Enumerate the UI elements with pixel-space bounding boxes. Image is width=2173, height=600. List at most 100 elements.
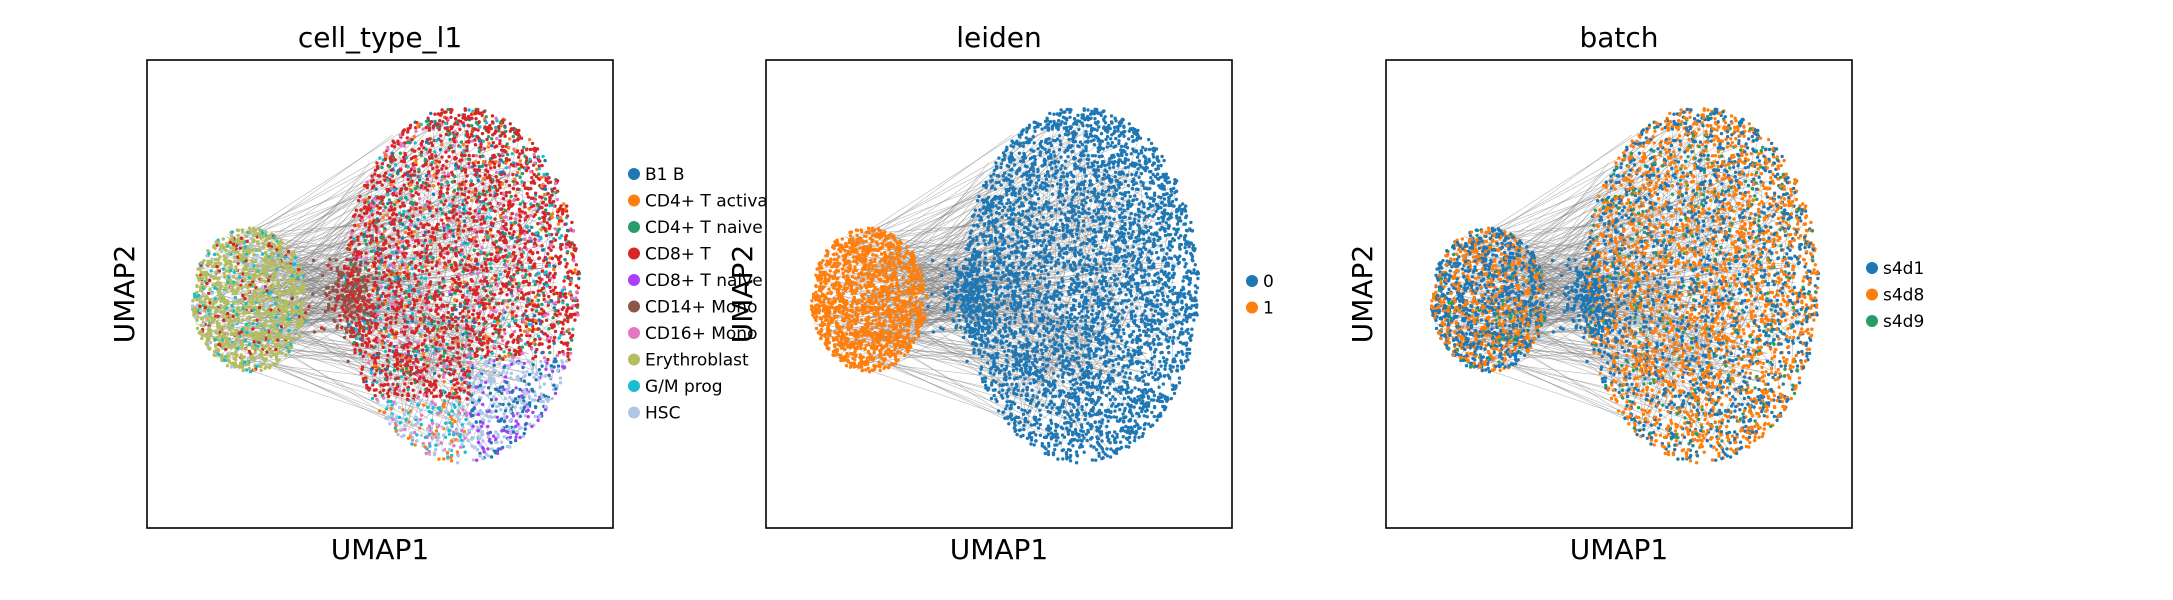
cell-point (425, 379, 429, 383)
cell-point (213, 309, 218, 314)
graph-edge (470, 306, 569, 333)
cell-point (418, 174, 422, 178)
cell-point (428, 357, 432, 361)
cell-point (466, 195, 470, 200)
cell-point (525, 215, 529, 219)
cell-point (378, 317, 383, 321)
cell-point (458, 417, 462, 422)
cell-point (503, 396, 508, 401)
cell-point (503, 375, 508, 379)
cell-point (486, 454, 491, 458)
cell-point (487, 126, 491, 130)
cell-point (227, 345, 231, 349)
cell-point (210, 319, 215, 323)
cell-point (467, 140, 471, 144)
cell-point (454, 388, 458, 392)
cell-point (258, 248, 262, 252)
cell-point (279, 317, 283, 321)
cell-point (283, 328, 287, 333)
cell-point (195, 284, 199, 288)
cell-point (276, 257, 280, 261)
cell-point (444, 132, 448, 136)
cell-point (367, 215, 371, 219)
cell-point (396, 305, 400, 310)
cell-point (424, 174, 429, 178)
cell-point (213, 246, 217, 251)
cell-point (245, 359, 249, 363)
cell-point (222, 336, 226, 340)
cell-point (524, 273, 528, 277)
cell-point (563, 258, 567, 262)
cell-point (544, 233, 549, 238)
cell-point (433, 112, 437, 116)
cell-point (286, 245, 290, 249)
cell-point (276, 323, 280, 327)
cell-point (416, 226, 420, 231)
cell-point (506, 245, 511, 249)
cell-point (561, 327, 565, 331)
cell-point (261, 356, 265, 360)
cell-point (245, 310, 250, 315)
cell-point (198, 285, 203, 289)
cell-point (455, 339, 459, 343)
cell-point (192, 309, 196, 314)
cell-point (299, 288, 303, 293)
cell-point (458, 205, 462, 210)
cell-point (287, 323, 291, 327)
cell-point (306, 295, 310, 299)
cell-point (234, 291, 239, 295)
cell-point (290, 313, 294, 318)
cell-point (481, 215, 485, 219)
cell-point (553, 186, 557, 191)
cell-point (530, 308, 534, 312)
cell-point (376, 241, 380, 246)
cell-point (442, 202, 446, 207)
cell-point (299, 316, 304, 321)
cell-point (205, 311, 209, 315)
cell-point (369, 371, 374, 375)
cell-point (395, 312, 399, 317)
cell-point (397, 301, 401, 306)
cell-point (191, 299, 195, 303)
graph-edge (275, 344, 399, 423)
cell-point (560, 242, 564, 247)
cell-point (254, 228, 258, 232)
cell-point (372, 338, 376, 343)
cell-point (377, 174, 382, 178)
cell-point (287, 336, 291, 340)
cell-point (461, 315, 465, 319)
cell-point (255, 332, 260, 337)
cell-point (389, 205, 393, 209)
cell-point (427, 450, 431, 454)
cell-point (432, 451, 437, 455)
cell-point (287, 328, 291, 333)
cell-point (486, 169, 490, 174)
cell-point (274, 345, 278, 349)
cell-point (386, 391, 390, 396)
cell-point (522, 237, 527, 242)
cell-point (443, 261, 447, 265)
cell-point (518, 219, 522, 223)
cell-point (467, 162, 471, 166)
cell-point (453, 163, 458, 168)
cell-point (534, 273, 538, 277)
graph-edge (419, 216, 531, 414)
cell-point (267, 352, 271, 356)
cell-point (231, 249, 235, 253)
cell-point (509, 223, 514, 228)
cell-point (460, 158, 464, 162)
cell-point (261, 288, 265, 293)
cell-point (230, 283, 234, 287)
cell-point (463, 186, 468, 191)
cell-point (217, 352, 221, 357)
cell-point (381, 363, 385, 368)
cell-point (248, 267, 252, 272)
cell-point (256, 241, 260, 246)
cell-point (236, 316, 241, 320)
cell-point (269, 349, 274, 354)
cell-point (454, 254, 459, 258)
cell-point (299, 275, 303, 280)
cell-point (438, 119, 442, 123)
cell-point (228, 313, 232, 318)
cell-point (421, 351, 426, 356)
